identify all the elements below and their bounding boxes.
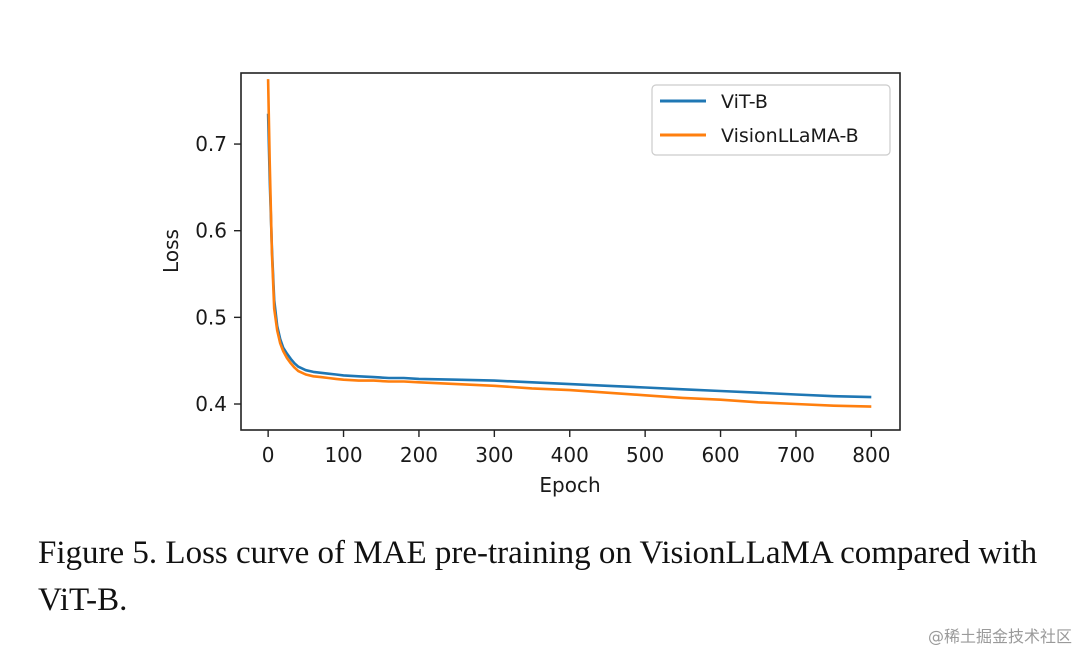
legend: ViT-B VisionLLaMA-B — [651, 84, 891, 156]
x-tick-label-200: 200 — [400, 443, 438, 467]
y-axis-ticks: 0.4 0.5 0.6 0.7 — [195, 132, 241, 416]
x-tick-label-100: 100 — [324, 443, 362, 467]
legend-label-vit-b: ViT-B — [721, 91, 768, 113]
y-tick-label-1: 0.5 — [195, 305, 227, 329]
figure-caption: Figure 5. Loss curve of MAE pre-training… — [38, 535, 1038, 618]
x-tick-label-800: 800 — [852, 443, 890, 467]
x-axis-ticks: 0 100 200 300 400 500 600 700 800 — [262, 430, 890, 467]
series-layer — [266, 79, 872, 408]
plot-area-frame — [240, 72, 901, 431]
y-tick-label-3: 0.7 — [195, 132, 227, 156]
legend-label-visionllama-b: VisionLLaMA-B — [721, 125, 859, 147]
y-axis-label: Loss — [159, 229, 183, 273]
x-tick-label-0: 0 — [262, 443, 275, 467]
x-tick-label-500: 500 — [626, 443, 664, 467]
y-tick-label-2: 0.6 — [195, 219, 227, 243]
y-tick-label-0: 0.4 — [195, 392, 227, 416]
x-tick-label-700: 700 — [777, 443, 815, 467]
loss-chart: 0 100 200 300 400 500 600 700 800 0.4 0.5 0.6 0.7 E… — [159, 72, 901, 497]
series-line-visionllama-b — [266, 79, 872, 408]
x-axis-label: Epoch — [539, 473, 600, 497]
x-tick-label-400: 400 — [551, 443, 589, 467]
x-tick-label-300: 300 — [475, 443, 513, 467]
x-tick-label-600: 600 — [701, 443, 739, 467]
watermark-text: @稀土掘金技术社区 — [927, 627, 1072, 646]
series-line-vit-b — [266, 113, 872, 399]
legend-box — [651, 84, 891, 156]
